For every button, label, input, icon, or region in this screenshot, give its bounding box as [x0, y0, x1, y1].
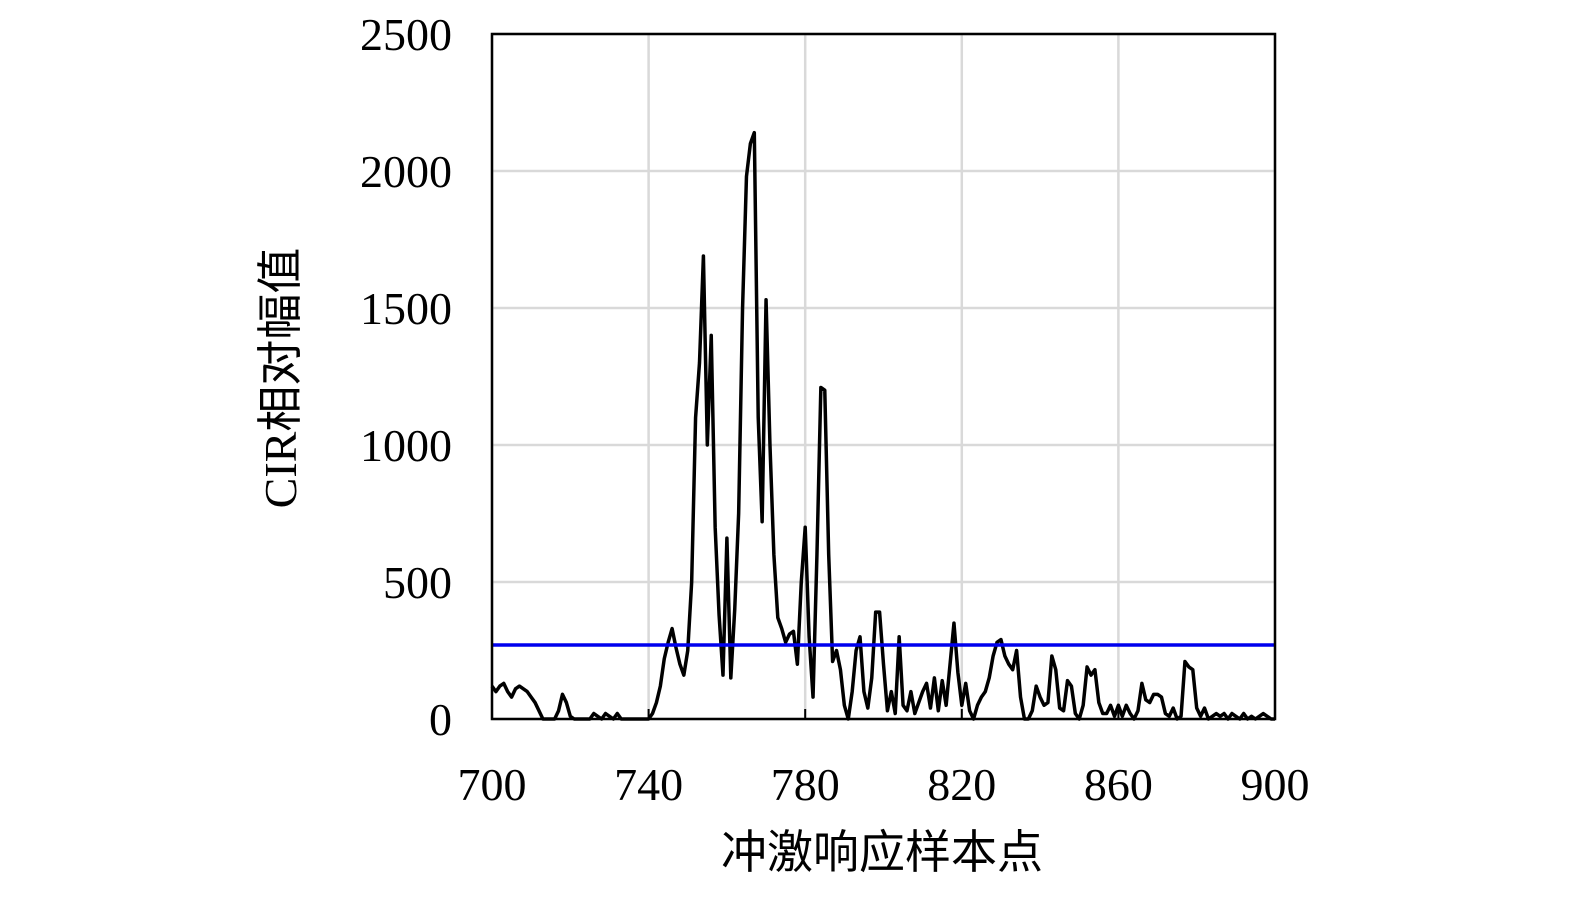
- x-tick-label: 900: [1241, 759, 1310, 810]
- x-tick-label: 860: [1084, 759, 1153, 810]
- plot-frame: [490, 32, 1277, 721]
- y-tick-label: 1000: [360, 420, 452, 471]
- x-tick-label: 820: [927, 759, 996, 810]
- x-tick-label: 780: [771, 759, 840, 810]
- y-tick-label: 0: [429, 694, 452, 745]
- y-tick-label: 1500: [360, 283, 452, 334]
- y-tick-label: 2000: [360, 146, 452, 197]
- y-tick-label: 500: [383, 557, 452, 608]
- x-axis-label: 冲激响应样本点: [721, 827, 1043, 878]
- x-tick-label: 700: [458, 759, 527, 810]
- x-tick-label: 740: [614, 759, 683, 810]
- data-line: [490, 130, 1275, 721]
- y-axis-label: CIR相对幅值: [255, 248, 306, 509]
- y-tick-label: 2500: [360, 9, 452, 60]
